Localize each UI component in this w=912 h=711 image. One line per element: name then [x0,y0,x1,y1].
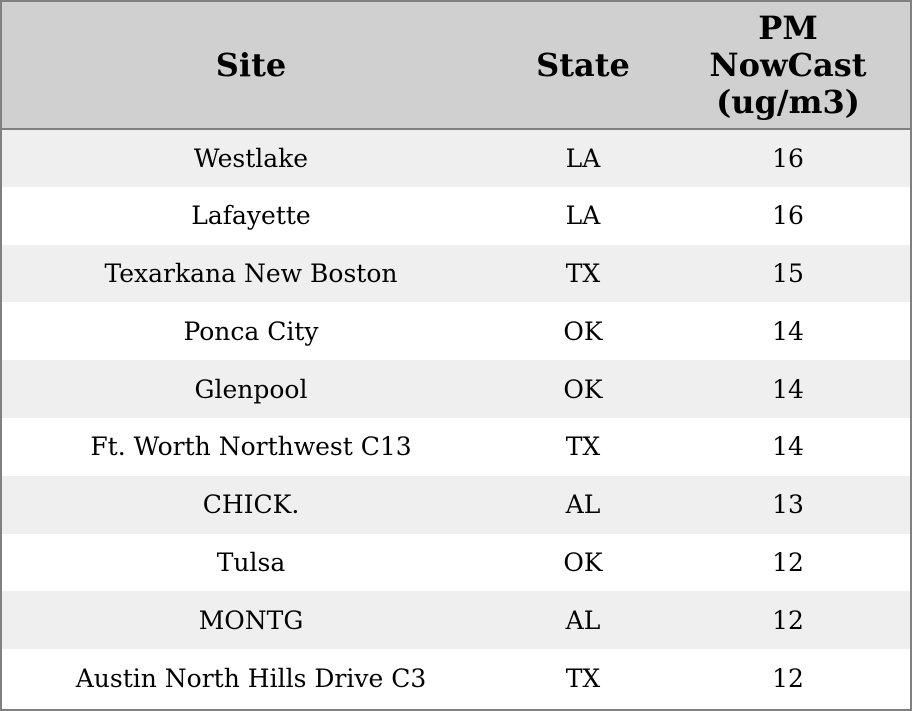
table-cell: LA [565,201,601,231]
table-body: Westlake LA 16 Lafayette LA 16 Texarkana New B… [2,129,910,707]
column-header: Site [2,2,500,130]
table-cell: 16 [772,143,804,173]
table-row: Lafayette LA 16 [2,186,910,245]
table-cell: TX [565,432,601,462]
table-cell: Texarkana New Boston [104,258,398,288]
table-cell: Austin North Hills Drive C3 [75,663,427,693]
header-row: Site State PM NowCast (ug/m3) [2,2,910,130]
table-cell: 12 [772,547,804,577]
table-row: Glenpool OK 14 [2,360,910,418]
table-cell: OK [563,547,603,577]
table-row: MONTG AL 12 [2,591,910,650]
table-cell: TX [565,663,601,693]
table-cell: 16 [772,201,804,231]
table-cell: Glenpool [194,374,308,404]
table-row: Ponca City OK 14 [2,302,910,361]
table-cell: 14 [772,432,804,462]
column-header-text: PM NowCast (ug/m3) [709,8,867,121]
table-cell: AL [565,605,601,635]
table-cell: Tulsa [216,547,286,577]
table-cell: MONTG [198,605,304,635]
column-header-text: Site [215,45,287,84]
table-cell: Westlake [193,143,309,173]
table-cell: Lafayette [191,201,311,231]
table-cell: LA [565,143,601,173]
table-row: Westlake LA 16 [2,129,910,187]
table-cell: TX [565,258,601,288]
table-cell: 14 [772,316,804,346]
table-row: CHICK. AL 13 [2,475,910,534]
table-cell: CHICK. [202,490,300,520]
table-cell: 12 [772,605,804,635]
table-cell: 15 [772,258,804,288]
table-cell: 14 [772,374,804,404]
table-cell: Ft. Worth Northwest C13 [90,432,412,462]
table-header: Site State PM NowCast (ug/m3) [2,2,910,130]
column-header: PM NowCast (ug/m3) [666,2,910,130]
table-row: Austin North Hills Drive C3 TX 12 [2,649,910,707]
column-header: State [500,2,666,130]
table-cell: OK [563,374,603,404]
table-cell: Ponca City [183,316,319,346]
column-header-text: State [536,45,630,84]
table-cell: AL [565,490,601,520]
table-row: Ft. Worth Northwest C13 TX 14 [2,417,910,476]
table-cell: OK [563,316,603,346]
table-row: Tulsa OK 12 [2,533,910,592]
table-row: Texarkana New Boston TX 15 [2,244,910,303]
table-cell: 13 [772,490,804,520]
table-cell: 12 [772,663,804,693]
